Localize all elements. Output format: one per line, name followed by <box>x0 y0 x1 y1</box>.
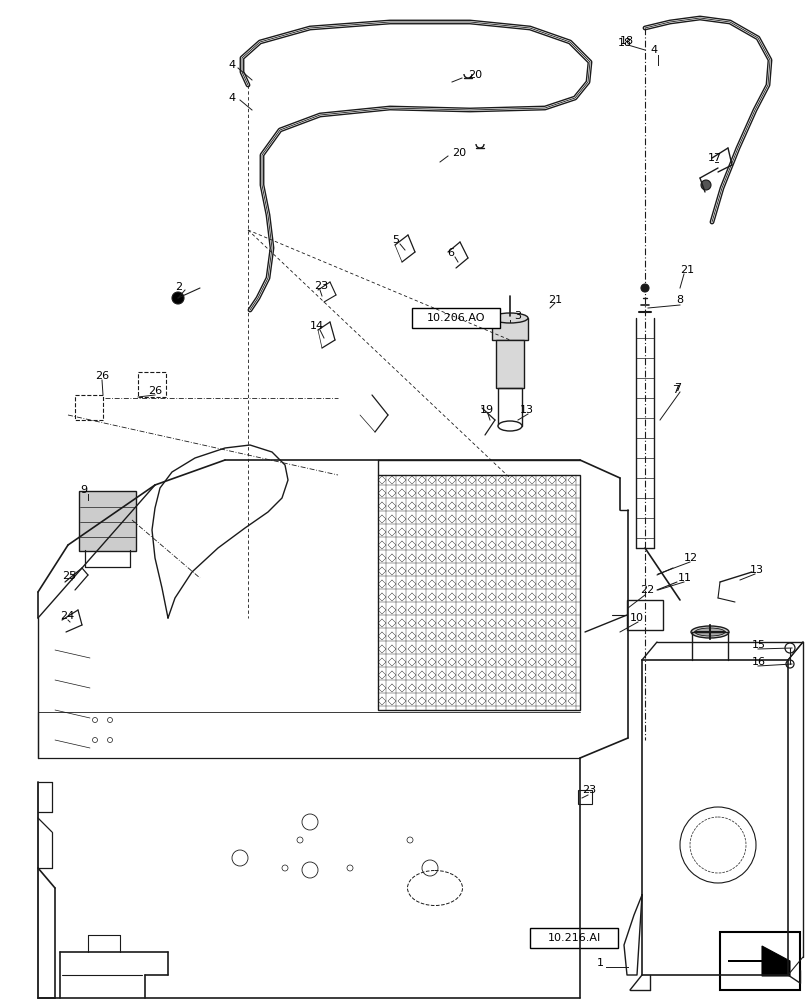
Ellipse shape <box>694 628 724 636</box>
Ellipse shape <box>690 626 728 638</box>
Text: 13: 13 <box>519 405 534 415</box>
Bar <box>378 475 579 710</box>
Text: 22: 22 <box>639 585 654 595</box>
Text: 8: 8 <box>676 295 682 305</box>
Text: 20: 20 <box>467 70 482 80</box>
Bar <box>491 318 527 340</box>
Bar <box>411 308 500 328</box>
Text: 14: 14 <box>310 321 324 331</box>
Bar <box>530 928 617 948</box>
Text: 10.206.AO: 10.206.AO <box>427 313 485 323</box>
Text: 4: 4 <box>228 60 235 70</box>
Circle shape <box>640 284 648 292</box>
Text: 2: 2 <box>175 282 182 292</box>
Text: 6: 6 <box>446 248 453 258</box>
Text: 19: 19 <box>479 405 494 415</box>
Text: 26: 26 <box>148 386 162 396</box>
FancyBboxPatch shape <box>79 491 135 551</box>
Bar <box>497 388 521 426</box>
Text: 23: 23 <box>581 785 595 795</box>
Text: 4: 4 <box>649 45 656 55</box>
Text: 7: 7 <box>672 385 678 395</box>
Text: 9: 9 <box>80 485 87 495</box>
Text: 20: 20 <box>452 148 466 158</box>
Bar <box>719 932 799 990</box>
Ellipse shape <box>497 421 521 431</box>
Text: 18: 18 <box>617 38 631 48</box>
Text: 7: 7 <box>673 383 680 393</box>
Text: 17: 17 <box>707 153 721 163</box>
Bar <box>577 790 591 804</box>
Text: 21: 21 <box>547 295 561 305</box>
Text: 25: 25 <box>62 571 76 581</box>
Bar <box>626 600 663 630</box>
Text: 16: 16 <box>751 657 765 667</box>
Text: 4: 4 <box>228 93 235 103</box>
Text: 3: 3 <box>513 311 521 321</box>
Circle shape <box>172 292 184 304</box>
Ellipse shape <box>491 313 527 323</box>
Text: 5: 5 <box>392 235 398 245</box>
Text: 12: 12 <box>683 553 697 563</box>
Text: 10: 10 <box>629 613 643 623</box>
Bar <box>138 372 165 397</box>
Text: 18: 18 <box>620 36 633 46</box>
Text: 26: 26 <box>95 371 109 381</box>
Bar <box>496 340 523 388</box>
Text: 21: 21 <box>679 265 693 275</box>
Text: 10.216.AI: 10.216.AI <box>547 933 600 943</box>
Bar <box>75 395 103 420</box>
Text: 23: 23 <box>314 281 328 291</box>
Polygon shape <box>727 946 789 976</box>
Text: 15: 15 <box>751 640 765 650</box>
Text: 13: 13 <box>749 565 763 575</box>
Text: 11: 11 <box>677 573 691 583</box>
Circle shape <box>700 180 710 190</box>
Text: 24: 24 <box>60 611 74 621</box>
Text: 1: 1 <box>596 958 603 968</box>
